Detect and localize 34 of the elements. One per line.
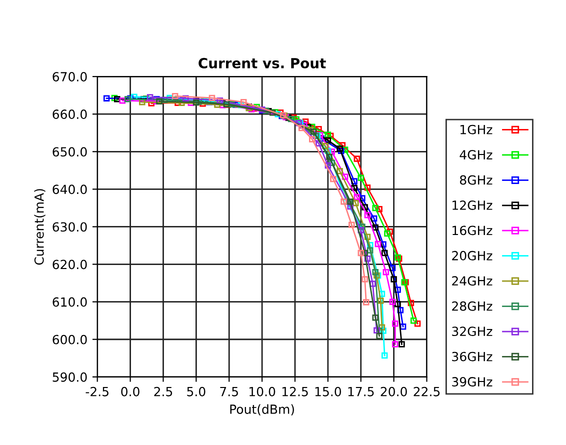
legend-label: 8GHz (460, 175, 492, 185)
legend-label: 1GHz (460, 124, 492, 134)
legend-label: 20GHz (452, 250, 492, 260)
y-tick-label: 620.0 (52, 260, 87, 270)
chart-title: Current vs. Pout (198, 58, 326, 68)
legend-label: 32GHz (452, 326, 492, 336)
x-tick-label: 5.0 (187, 386, 206, 396)
legend-label: 12GHz (452, 200, 492, 210)
x-tick-label: 17.5 (348, 387, 374, 396)
y-tick-label: 610.0 (52, 297, 87, 307)
y-tick-label: 630.0 (52, 222, 87, 232)
y-axis-title: Current(mA) (34, 189, 46, 265)
y-tick-label: 650.0 (52, 147, 87, 157)
x-tick-label: 10.0 (250, 386, 276, 396)
x-tick-label: 22.5 (414, 386, 440, 396)
x-tick-label: 0.0 (121, 386, 140, 396)
y-tick-label: 670.0 (52, 72, 87, 82)
x-tick-label: 2.5 (154, 386, 172, 396)
x-axis-title: Pout(dBm) (230, 404, 294, 416)
legend-label: 24GHz (452, 276, 492, 286)
y-tick-label: 660.0 (52, 110, 87, 120)
legend-label: 39GHz (452, 377, 492, 387)
legend-label: 16GHz (452, 226, 492, 236)
y-tick-label: 600.0 (52, 334, 87, 344)
x-tick-label: 20.0 (380, 386, 407, 396)
legend-label: 4GHz (460, 150, 492, 160)
legend-label: 36GHz (452, 352, 492, 362)
x-tick-label: 12.5 (282, 386, 308, 396)
legend-label: 28GHz (452, 301, 492, 311)
x-tick-label: 15.0 (315, 386, 342, 396)
x-tick-label: 7.5 (220, 387, 238, 396)
y-tick-label: 590.0 (52, 372, 87, 382)
y-tick-label: 640.0 (52, 184, 87, 194)
x-tick-label: -2.5 (86, 386, 108, 396)
